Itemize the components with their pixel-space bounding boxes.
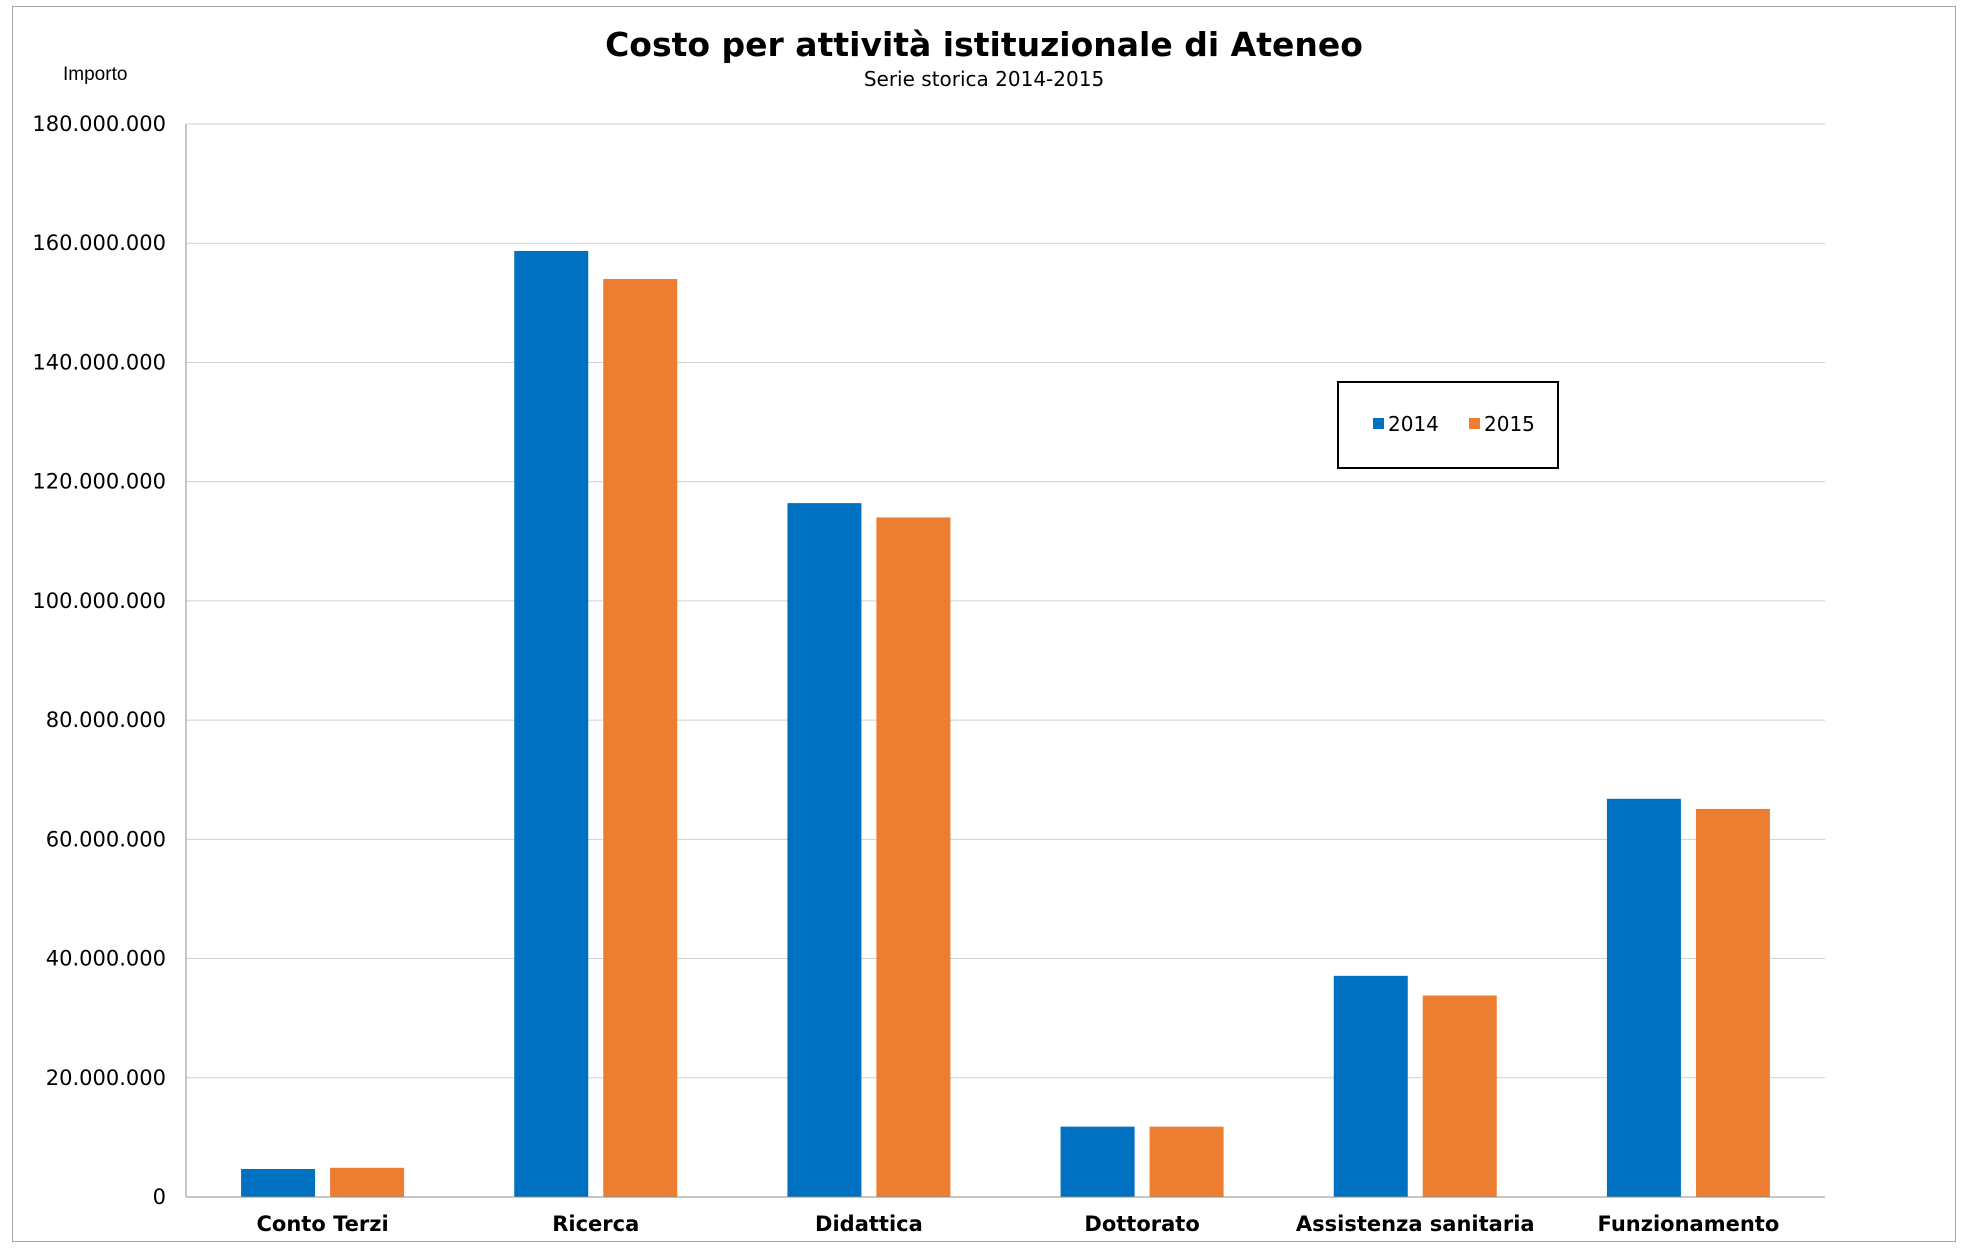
y-tick-label: 60.000.000: [46, 827, 166, 851]
bar-2015-2: [876, 517, 951, 1197]
y-tick-labels: 0 20.000.000 40.000.000 60.000.000 80.000.00…: [32, 112, 166, 1209]
legend-label-2015: 2015: [1484, 412, 1535, 436]
x-tick-labels: Conto Terzi Ricerca Didattica Dottorato Assi…: [257, 1212, 1780, 1236]
bar-2014-4: [1333, 975, 1408, 1197]
legend: 2014 2015: [1337, 381, 1559, 469]
y-tick-label: 0: [153, 1185, 166, 1209]
bar-2014-3: [1060, 1126, 1135, 1197]
x-tick-label: Didattica: [815, 1212, 923, 1236]
bar-2015-0: [330, 1167, 405, 1197]
chart-title: Costo per attività istituzionale di Aten…: [605, 25, 1363, 64]
x-tick-label: Ricerca: [552, 1212, 639, 1236]
bar-2014-0: [241, 1168, 316, 1197]
y-tick-label: 160.000.000: [32, 231, 166, 255]
x-tick-label: Assistenza sanitaria: [1296, 1212, 1535, 1236]
y-tick-label: 40.000.000: [46, 947, 166, 971]
bar-chart: Costo per attività istituzionale di Aten…: [32, 25, 1825, 1236]
bars: [241, 250, 1770, 1197]
y-tick-label: 120.000.000: [32, 470, 166, 494]
y-tick-label: 140.000.000: [32, 350, 166, 374]
y-axis-label: Importo: [63, 64, 127, 85]
y-tick-label: 100.000.000: [32, 589, 166, 613]
bar-2014-2: [787, 503, 862, 1197]
bar-2014-5: [1606, 798, 1681, 1197]
legend-label-2014: 2014: [1388, 412, 1439, 436]
legend-swatch-2014: [1373, 418, 1384, 429]
x-tick-label: Funzionamento: [1598, 1212, 1780, 1236]
y-tick-label: 80.000.000: [46, 708, 166, 732]
x-tick-label: Dottorato: [1084, 1212, 1199, 1236]
chart-subtitle: Serie storica 2014-2015: [864, 67, 1104, 91]
bar-2015-1: [603, 278, 678, 1197]
legend-swatch-2015: [1469, 418, 1480, 429]
bar-2015-4: [1422, 995, 1497, 1197]
gridlines: [186, 123, 1825, 1079]
x-tick-label: Conto Terzi: [257, 1212, 389, 1236]
axes: [185, 124, 1825, 1198]
bar-2015-5: [1695, 808, 1770, 1197]
bar-2015-3: [1149, 1126, 1224, 1197]
y-tick-label: 20.000.000: [46, 1066, 166, 1090]
chart-frame: Costo per attività istituzionale di Aten…: [12, 6, 1956, 1242]
bar-2014-1: [514, 250, 589, 1197]
y-tick-label: 180.000.000: [32, 112, 166, 136]
